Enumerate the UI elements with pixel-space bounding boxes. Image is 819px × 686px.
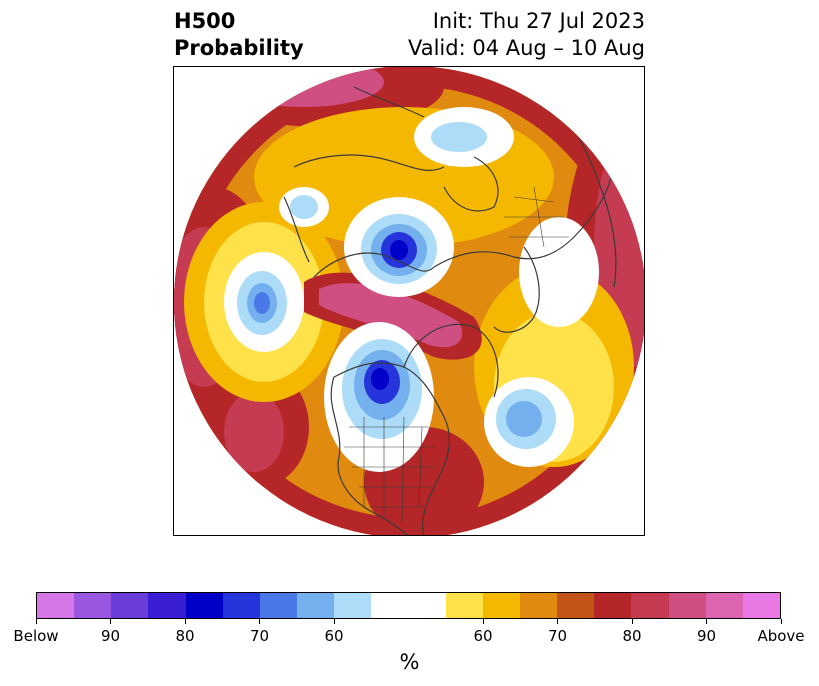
colorbar-tick-label: Below (13, 627, 59, 645)
init-date: Init: Thu 27 Jul 2023 (432, 9, 645, 33)
colorbar-segment (557, 593, 595, 618)
colorbar-segment (742, 593, 781, 618)
colorbar-segment (594, 593, 632, 618)
colorbar-segment (74, 593, 112, 618)
valid-range: Valid: 04 Aug – 10 Aug (407, 36, 645, 60)
colorbar-tick-mark (259, 619, 260, 624)
colorbar-tick-label: Above (757, 627, 805, 645)
colorbar-tick-label: 70 (249, 627, 270, 645)
colorbar-segment (668, 593, 706, 618)
colorbar-segment (520, 593, 558, 618)
colorbar-tick-label: 60 (473, 627, 493, 645)
colorbar-tick-mark (35, 619, 37, 624)
anomaly-southwest-core (224, 392, 284, 472)
below-northwest (290, 195, 318, 219)
colorbar-segment (259, 593, 298, 618)
colorbar-segment (148, 593, 186, 618)
colorbar-units: % (399, 650, 420, 674)
colorbar-segment (297, 593, 335, 618)
colorbar-segment (222, 593, 260, 618)
below-atlantic-core (506, 401, 542, 437)
colorbar-tick-mark (557, 619, 558, 624)
title-product: Probability (174, 36, 304, 60)
colorbar-segment (482, 593, 521, 618)
probability-map (174, 67, 644, 535)
colorbar-tick-label: 70 (547, 627, 568, 645)
colorbar-tick-mark (631, 619, 633, 624)
polar-ridge-core (319, 283, 463, 348)
colorbar-tick-mark (780, 619, 782, 624)
colorbar-segment (371, 593, 446, 618)
colorbar-tick-mark (482, 619, 484, 624)
title-variable: H500 (174, 9, 236, 33)
colorbar-tick-label: 60 (324, 627, 344, 645)
colorbar (36, 592, 781, 619)
colorbar-tick-label: 80 (175, 627, 195, 645)
colorbar-tick-mark (110, 619, 111, 624)
colorbar-tick-label: 80 (622, 627, 642, 645)
colorbar-tick-mark (706, 619, 707, 624)
colorbar-segment (111, 593, 149, 618)
colorbar-tick-label: 90 (696, 627, 717, 645)
colorbar-segment (705, 593, 743, 618)
state-borders (344, 186, 569, 523)
map-dates: Init: Thu 27 Jul 2023 Valid: 04 Aug – 10… (408, 8, 645, 62)
below-north (431, 122, 487, 152)
colorbar-segment (185, 593, 223, 618)
map-panel (173, 66, 645, 536)
coastlines (283, 86, 617, 535)
colorbar-tick-label: 90 (100, 627, 121, 645)
colorbar-segment (37, 593, 75, 618)
neutral-europe (519, 217, 599, 327)
colorbar-segment (445, 593, 483, 618)
colorbar-segment (334, 593, 372, 618)
colorbar-segment (631, 593, 669, 618)
below-west-core (254, 292, 270, 314)
map-title: H500 Probability (174, 8, 304, 62)
colorbar-tick-mark (333, 619, 335, 624)
below-canada-core (371, 368, 389, 390)
colorbar-tick-mark (184, 619, 186, 624)
below-pole-core (390, 240, 408, 260)
